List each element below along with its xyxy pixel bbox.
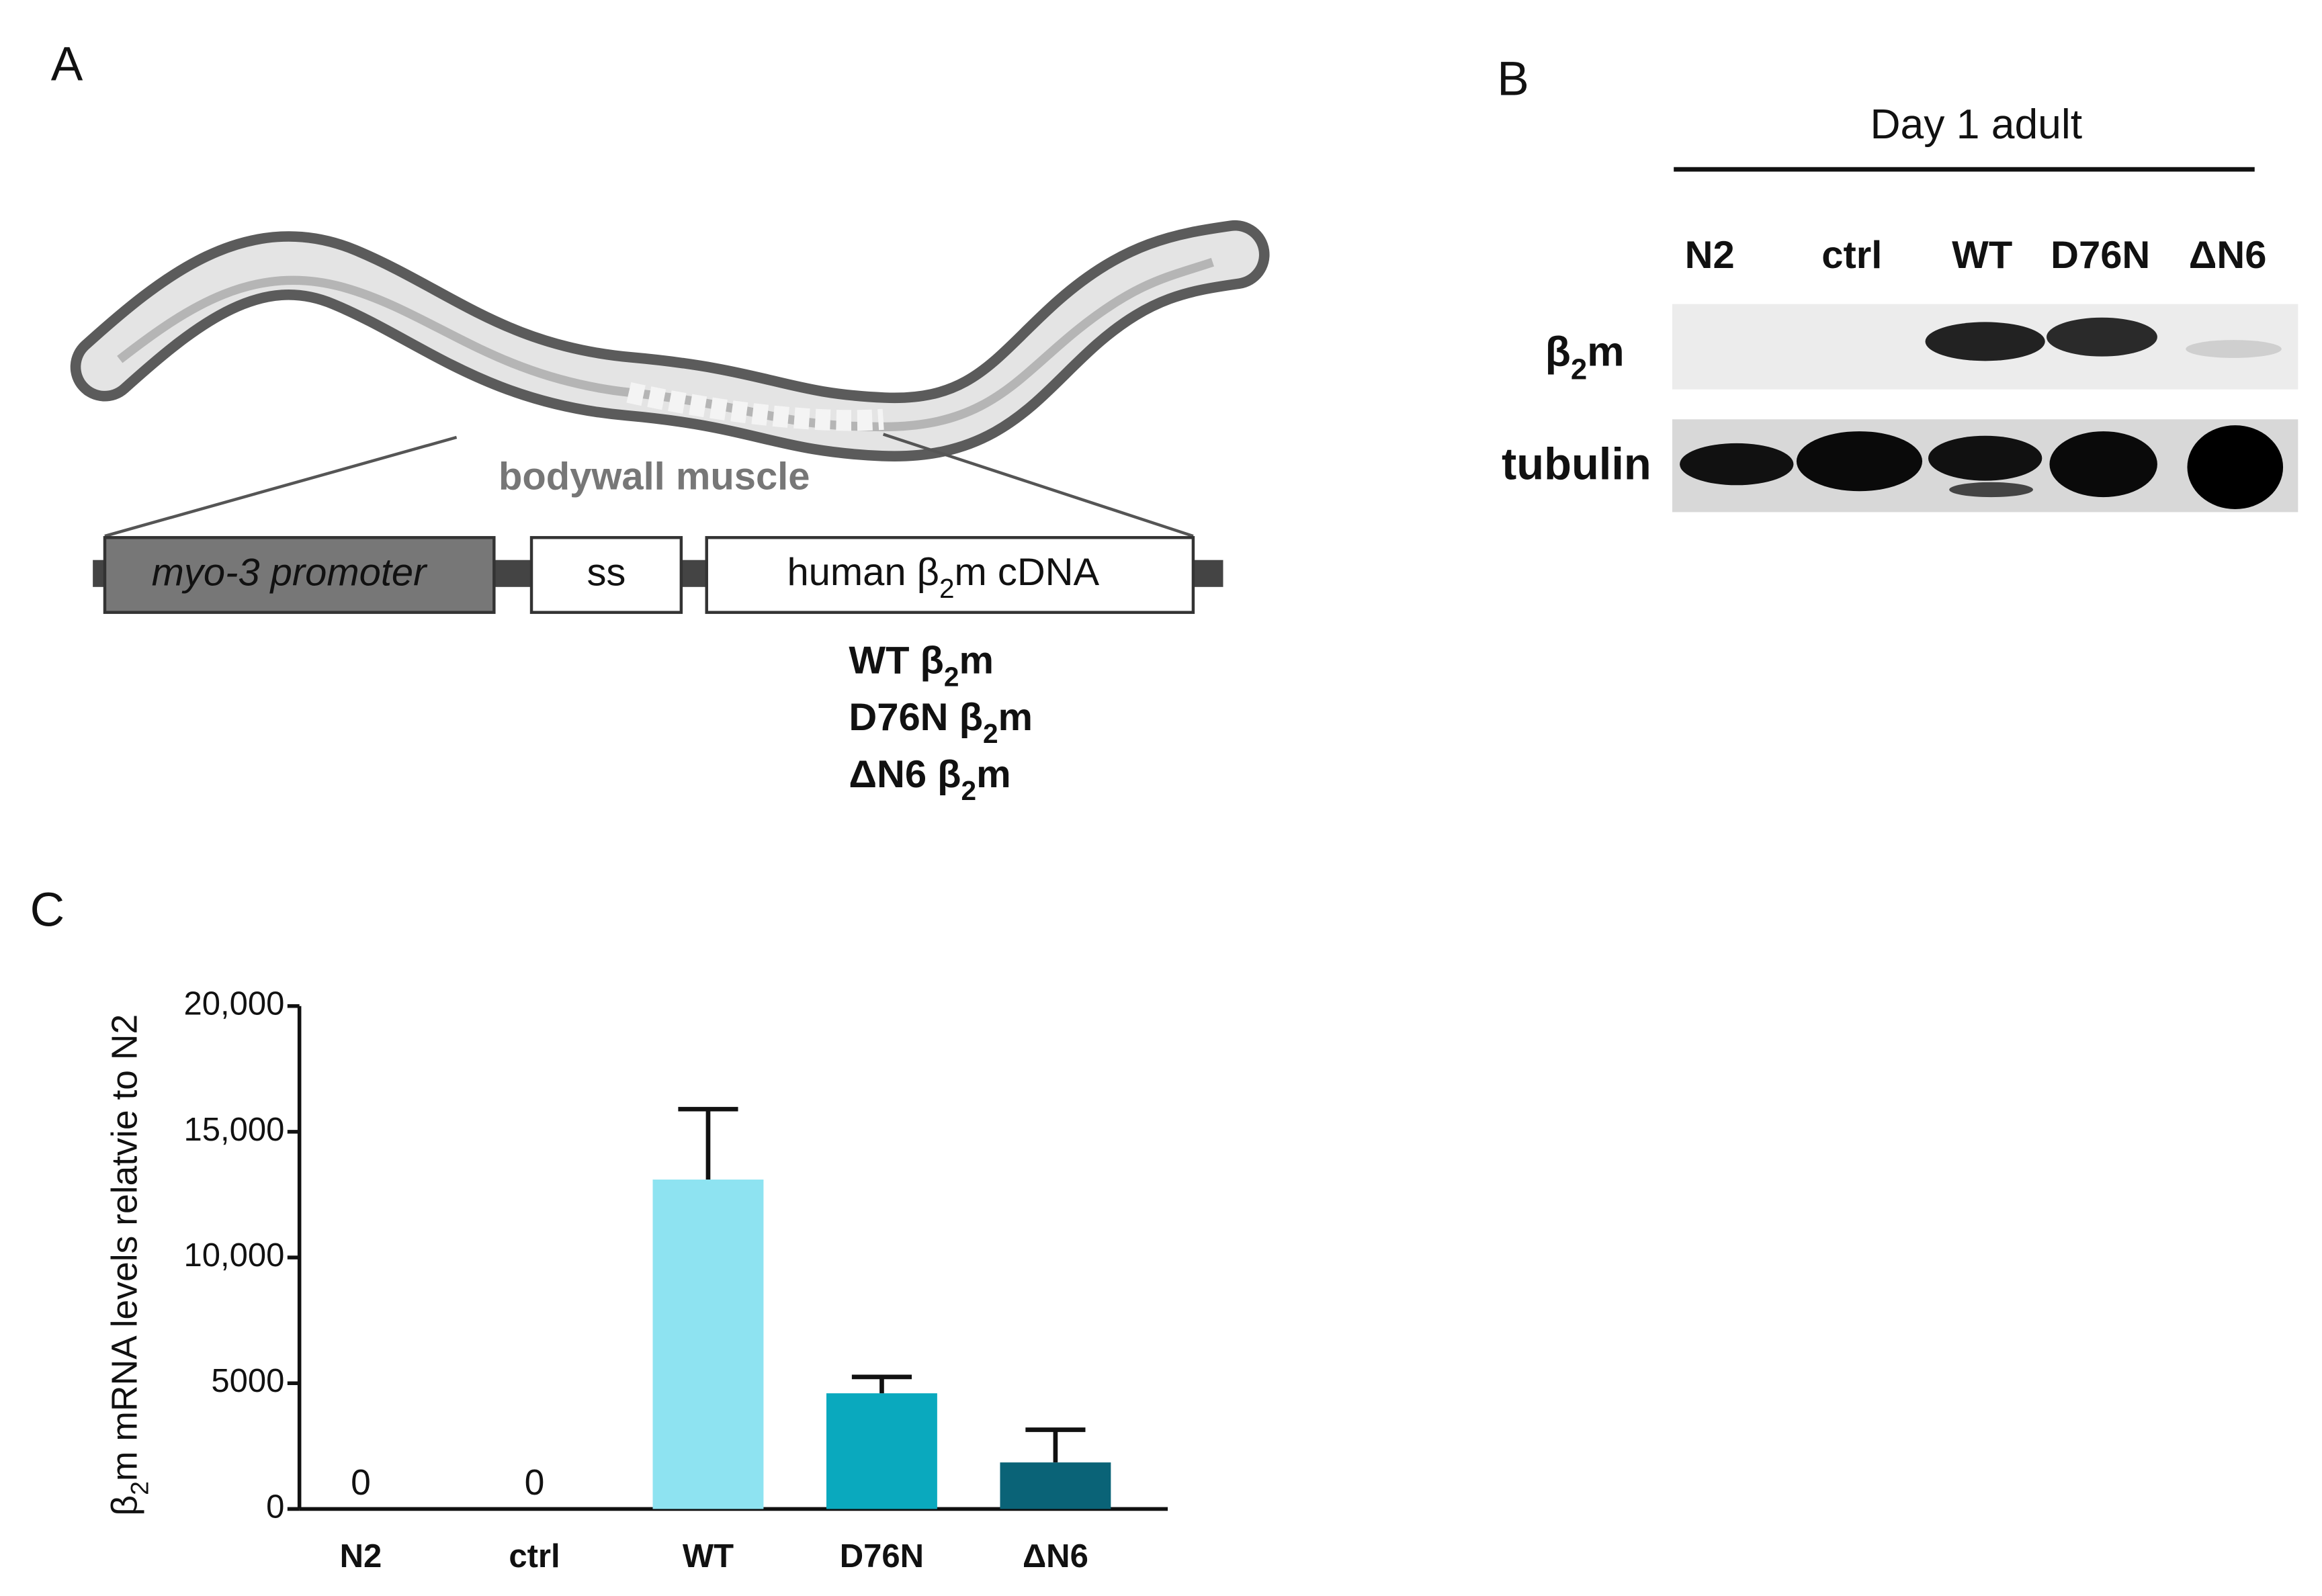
blot <box>1672 304 2298 513</box>
text-part: human β <box>787 551 939 594</box>
text-part: m <box>976 753 1011 796</box>
y-tick-label: 10,000 <box>183 1237 284 1274</box>
x-tick-label: ctrl <box>509 1538 560 1575</box>
text-part: D76N β <box>849 696 983 739</box>
bar <box>826 1393 937 1509</box>
x-tick-label: WT <box>683 1538 734 1575</box>
subscript: 2 <box>961 775 977 806</box>
variant: D76N β2m <box>849 696 1033 748</box>
ss-box <box>529 536 683 614</box>
lane-label: ctrl <box>1821 234 1882 277</box>
cdna-box <box>705 536 1195 614</box>
panel-label: A <box>51 37 83 91</box>
text-part: m mRNA levels relatvie to N2 <box>105 1014 145 1481</box>
bar <box>652 1180 764 1509</box>
x-tick-label: D76N <box>840 1538 924 1575</box>
lane-label: D76N <box>2051 234 2150 277</box>
text-part: tubulin <box>1502 439 1651 489</box>
x-tick-label: ΔN6 <box>1023 1538 1088 1575</box>
y-axis-title: β2m mRNA levels relatvie to N2 <box>105 1014 154 1516</box>
text-part: β <box>105 1495 145 1516</box>
zoom-line <box>882 433 1194 538</box>
caption: bodywall muscle <box>499 455 810 498</box>
y-tick-label: 15,000 <box>183 1112 284 1148</box>
text-part: m <box>959 639 994 682</box>
subscript: 2 <box>1571 353 1587 386</box>
bar-chart: 0 5000 10,000 15,000 20,000 β2m mRNA levels r… <box>105 986 1168 1575</box>
y-tick-label: 5000 <box>211 1363 284 1399</box>
zoom-line <box>104 435 458 538</box>
variant: WT β2m <box>849 639 994 692</box>
text-part: m <box>1587 329 1624 375</box>
promoter-label: myo-3 promoter <box>152 551 429 594</box>
lane-label: WT <box>1952 234 2012 277</box>
row-label: β2m <box>1545 329 1625 386</box>
row-label: tubulin <box>1502 439 1651 489</box>
panel-label: C <box>30 883 65 936</box>
y-tick-label: 0 <box>266 1489 284 1525</box>
error-bar <box>678 1106 738 1180</box>
ss-label: ss <box>587 551 626 594</box>
text-part: m cDNA <box>955 551 1100 594</box>
value-label: 0 <box>525 1463 545 1503</box>
error-bar <box>1025 1427 1086 1463</box>
variant: ΔN6 β2m <box>849 753 1010 805</box>
panel-label: B <box>1497 52 1529 106</box>
promoter-box <box>103 536 496 614</box>
subscript: 2 <box>983 718 998 749</box>
subscript: 2 <box>944 661 959 692</box>
error-bar <box>851 1374 912 1394</box>
bar <box>1000 1462 1111 1509</box>
y-tick-label: 20,000 <box>183 986 284 1022</box>
text-part: WT β <box>849 639 944 682</box>
cdna-label: human β2m cDNA <box>787 551 1099 603</box>
worm-drawing <box>70 220 1270 461</box>
text-part: ΔN6 β <box>849 753 961 796</box>
subscript: 2 <box>125 1481 153 1495</box>
lane-label: N2 <box>1685 234 1735 277</box>
x-tick-label: N2 <box>340 1538 382 1575</box>
value-label: 0 <box>351 1463 371 1503</box>
text-part: m <box>998 696 1033 739</box>
subscript: 2 <box>939 573 955 604</box>
lane-label: ΔN6 <box>2189 234 2267 277</box>
text-part: β <box>1545 329 1571 375</box>
stage-label: Day 1 adult <box>1870 101 2083 148</box>
